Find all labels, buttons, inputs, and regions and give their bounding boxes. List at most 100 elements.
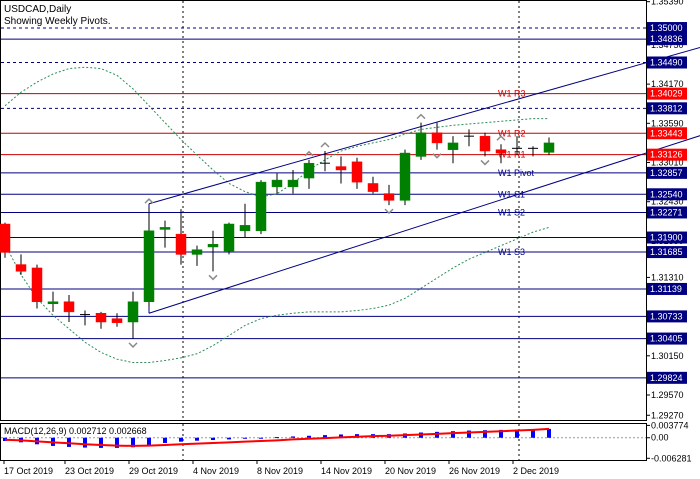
fractal-arrow-icon <box>128 342 138 348</box>
price-tag <box>647 87 687 100</box>
price-tag <box>647 148 687 161</box>
macd-histogram-bar <box>259 437 263 439</box>
candle-body <box>287 179 299 188</box>
price-tick-label: 1.29270 <box>651 410 684 420</box>
macd-histogram-bar <box>195 437 199 441</box>
price-tag-label: 1.33812 <box>650 103 683 113</box>
trend-channel <box>148 46 700 314</box>
price-tag <box>647 371 687 384</box>
macd-tick-label: -0.006281 <box>651 453 692 463</box>
fractal-arrow-icon <box>480 159 490 166</box>
fractal-arrow-icon <box>304 150 314 157</box>
fractal-arrow-icon <box>432 153 442 159</box>
envelope-lower-line <box>4 226 550 364</box>
macd-histogram-bar <box>83 437 87 448</box>
candle-body <box>303 162 315 179</box>
candle-body <box>367 183 379 192</box>
price-tag <box>647 22 687 35</box>
time-tick-label: 23 Oct 2019 <box>65 466 114 476</box>
price-tag <box>647 332 687 345</box>
fractal-arrow-icon <box>144 198 154 204</box>
candle-body <box>0 223 11 253</box>
price-tag-label: 1.34836 <box>650 34 683 44</box>
macd-histogram-bar <box>467 430 471 438</box>
price-tick-label: 1.33590 <box>651 118 684 128</box>
macd-histogram-bar <box>131 437 135 448</box>
candle-body <box>431 132 443 144</box>
candle-body <box>543 142 555 153</box>
pivot-level-label: W1 R3 <box>498 89 526 99</box>
price-tick-label: 1.29570 <box>651 390 684 400</box>
candle-body <box>111 318 123 323</box>
price-tag-label: 1.32540 <box>650 189 683 199</box>
channel-lower-line <box>148 135 700 314</box>
candle-body <box>399 152 411 201</box>
macd-histogram-bar <box>179 437 183 442</box>
price-tag-label: 1.34029 <box>650 89 683 99</box>
envelope-upper-line <box>4 66 549 198</box>
candle-body <box>351 161 363 183</box>
chart-symbol: USDCAD,Daily <box>4 4 71 15</box>
pivot-level-label: W1 R2 <box>498 128 526 138</box>
channel-upper-line <box>148 46 700 205</box>
price-tag <box>647 231 687 244</box>
envelope-lines <box>4 66 550 364</box>
candle-body <box>15 264 27 272</box>
macd-title: MACD(12,26,9) 0.002712 0.002668 <box>4 426 147 436</box>
macd-plot-frame <box>0 423 647 461</box>
macd-signal-line <box>4 427 550 447</box>
price-tag-label: 1.32857 <box>650 168 683 178</box>
candle-body <box>191 249 203 255</box>
price-tag-label: 1.34490 <box>650 57 683 67</box>
price-tag-label: 1.33443 <box>650 128 683 138</box>
price-tag-label: 1.31900 <box>650 233 683 243</box>
candles <box>0 122 555 339</box>
time-axis: 17 Oct 2019 23 Oct 2019 29 Oct 2019 4 Nov 2… <box>3 460 559 476</box>
price-tick-label: 1.35390 <box>651 0 684 7</box>
fractal-arrow-icon <box>384 208 394 215</box>
macd-histogram-bar <box>147 437 151 445</box>
price-tag-label: 1.31685 <box>650 247 683 257</box>
fractal-arrow-icon <box>208 274 218 281</box>
macd-histogram-bar <box>3 437 7 442</box>
macd-histogram-bar <box>99 437 103 448</box>
candle-body <box>335 166 347 171</box>
price-tag <box>647 102 687 115</box>
price-tick-label: 1.30150 <box>651 351 684 361</box>
macd-histogram-bar <box>211 437 215 441</box>
macd-tick-label: 0.00 <box>651 433 669 443</box>
time-tick-label: 17 Oct 2019 <box>4 466 53 476</box>
macd-histogram-bar <box>291 436 295 438</box>
candle-body <box>143 230 155 302</box>
fractal-arrow-icon <box>320 141 330 148</box>
price-tag-label: 1.35000 <box>650 23 683 33</box>
macd-indicator: 0.003774 0.00 -0.006281 <box>1 420 692 463</box>
price-tag <box>647 33 687 46</box>
candle-body <box>447 142 459 150</box>
pivot-levels: W1 R3 W1 R2 W1 R1 W1 Pivot W1 S1 W1 S2 W1 S3 <box>1 27 646 379</box>
macd-histogram-bar <box>307 435 311 438</box>
chart-subtitle: Showing Weekly Pivots. <box>4 16 111 27</box>
macd-histogram-bar <box>483 430 487 438</box>
pivot-level-label: W1 Pivot <box>498 168 535 178</box>
macd-histogram-bar <box>547 428 551 438</box>
price-tick-label: 1.33010 <box>651 158 684 168</box>
pivot-level-label: W1 R1 <box>498 150 526 160</box>
time-tick-label: 26 Nov 2019 <box>449 466 500 476</box>
time-tick-label: 20 Nov 2019 <box>385 466 436 476</box>
price-tag-label: 1.29824 <box>650 373 683 383</box>
candle-body <box>271 179 283 188</box>
macd-histogram-bar <box>531 429 535 438</box>
candle-body <box>383 193 395 201</box>
time-tick-label: 29 Oct 2019 <box>129 466 178 476</box>
price-tick-label: 1.31310 <box>651 272 684 282</box>
time-tick-label: 14 Nov 2019 <box>321 466 372 476</box>
time-tick-label: 8 Nov 2019 <box>257 466 303 476</box>
fractal-arrow-icon <box>496 135 506 141</box>
candle-body <box>239 225 251 232</box>
price-tag <box>647 310 687 323</box>
macd-histogram-bar <box>323 435 327 438</box>
price-tick-label: 1.34170 <box>651 79 684 89</box>
